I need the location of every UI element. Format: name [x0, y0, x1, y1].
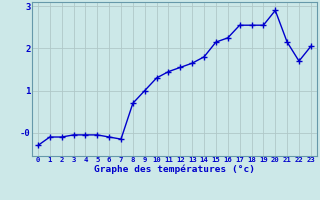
X-axis label: Graphe des températures (°c): Graphe des températures (°c): [94, 165, 255, 174]
